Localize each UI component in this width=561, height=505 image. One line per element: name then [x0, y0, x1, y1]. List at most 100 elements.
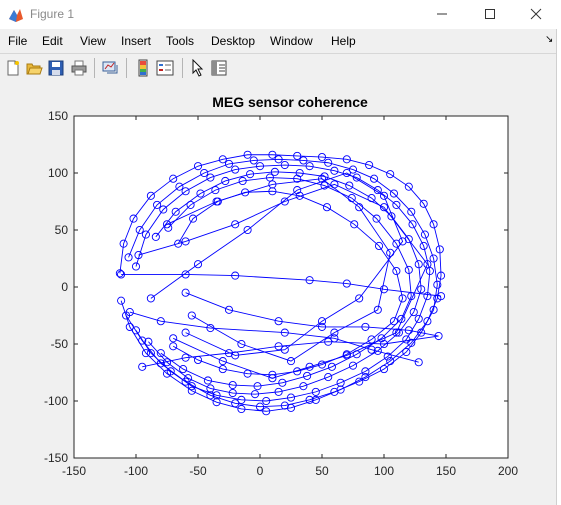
data-point-marker: [355, 203, 364, 212]
insert-colorbar-icon[interactable]: [134, 59, 152, 77]
data-point-marker: [169, 174, 178, 183]
x-tick-label: 150: [436, 464, 456, 478]
data-point-marker: [286, 357, 296, 366]
data-series: [125, 308, 423, 367]
data-point-marker: [144, 337, 153, 346]
data-point-marker: [327, 362, 336, 371]
data-point-marker: [181, 288, 190, 297]
data-point-marker: [181, 353, 190, 362]
data-point-marker: [162, 220, 172, 229]
data-point-marker: [320, 172, 329, 181]
data-point-marker: [377, 334, 386, 343]
data-point-marker: [237, 404, 246, 414]
data-point-marker: [221, 176, 230, 186]
menu-desktop[interactable]: Desktop: [211, 34, 256, 48]
figure-canvas[interactable]: -150 -100 -50 0 50 100 150 200 -150 -100 -50 0 50 100…: [0, 82, 561, 505]
data-point-marker: [193, 162, 203, 171]
data-point-marker: [206, 384, 215, 393]
data-point-marker: [237, 395, 246, 404]
property-inspector-icon[interactable]: [210, 59, 228, 77]
data-point-marker: [156, 317, 165, 326]
minimize-button[interactable]: [419, 0, 465, 29]
data-point-marker: [124, 253, 133, 262]
data-point-marker: [386, 248, 395, 257]
data-point-marker: [305, 162, 314, 171]
print-icon[interactable]: [70, 59, 88, 77]
series-line: [142, 292, 439, 368]
data-point-marker: [278, 378, 287, 387]
save-icon[interactable]: [47, 59, 65, 77]
data-point-marker: [404, 265, 413, 274]
insert-legend-icon[interactable]: [156, 59, 174, 77]
data-point-marker: [372, 214, 381, 223]
data-point-marker: [342, 155, 351, 164]
menu-file[interactable]: File: [8, 34, 28, 48]
close-button[interactable]: [513, 0, 559, 29]
data-point-marker: [322, 203, 332, 212]
data-point-marker: [187, 386, 196, 395]
data-point-marker: [305, 395, 314, 404]
data-point-marker: [352, 173, 361, 182]
chart-title: MEG sensor coherence: [212, 94, 368, 110]
data-point-marker: [241, 188, 250, 197]
data-point-marker: [280, 160, 289, 170]
data-point-marker: [414, 314, 423, 323]
data-point-marker: [423, 292, 432, 301]
link-plot-icon[interactable]: [101, 59, 119, 77]
new-figure-icon[interactable]: [4, 59, 22, 77]
data-point-marker: [203, 376, 212, 385]
maximize-button[interactable]: [467, 0, 513, 29]
data-point-marker: [274, 342, 283, 351]
open-file-icon[interactable]: [25, 59, 43, 77]
data-point-marker: [280, 328, 289, 337]
data-point-marker: [218, 365, 227, 374]
menu-insert[interactable]: Insert: [121, 34, 152, 48]
data-series: [134, 180, 432, 383]
series-line: [129, 311, 419, 363]
data-point-marker: [181, 270, 190, 279]
menu-edit[interactable]: Edit: [42, 34, 63, 48]
data-point-marker: [129, 214, 138, 223]
menu-view[interactable]: View: [80, 34, 106, 48]
data-series: [169, 187, 407, 379]
data-point-marker: [345, 181, 354, 190]
data-point-marker: [433, 280, 442, 289]
data-point-marker: [265, 173, 274, 182]
data-point-marker: [336, 378, 345, 387]
edit-plot-cursor-icon[interactable]: [189, 59, 207, 77]
menu-help[interactable]: Help: [331, 34, 356, 48]
data-point-marker: [379, 339, 389, 349]
data-point-marker: [135, 225, 144, 235]
data-point-marker: [151, 232, 160, 241]
data-point-marker: [311, 395, 320, 404]
data-point-marker: [330, 328, 339, 337]
toolbar-separator: [182, 58, 183, 78]
data-point-marker: [231, 271, 240, 280]
data-series: [162, 174, 395, 366]
data-point-marker: [402, 347, 411, 357]
dock-arrow-icon[interactable]: ↘: [545, 34, 554, 45]
data-point-marker: [159, 205, 168, 214]
data-point-marker: [228, 388, 237, 398]
data-point-marker: [237, 339, 246, 349]
data-point-marker: [181, 328, 190, 337]
data-point-marker: [379, 191, 389, 200]
data-point-marker: [305, 276, 314, 285]
data-point-marker: [224, 159, 234, 168]
figure-toolbar: [0, 53, 561, 83]
data-point-marker: [117, 296, 126, 305]
data-point-marker: [361, 367, 370, 376]
data-point-marker: [324, 337, 333, 346]
menu-window[interactable]: Window: [270, 34, 313, 48]
menu-tools[interactable]: Tools: [166, 34, 195, 48]
axes-background: [74, 116, 508, 458]
data-point-marker: [174, 239, 183, 248]
data-point-marker: [125, 308, 134, 317]
data-point-marker: [270, 167, 279, 176]
data-point-marker: [224, 305, 234, 314]
data-point-marker: [169, 342, 178, 351]
data-series: [138, 288, 443, 371]
data-point-marker: [414, 260, 423, 269]
data-point-marker: [262, 396, 271, 406]
data-series: [122, 155, 442, 411]
